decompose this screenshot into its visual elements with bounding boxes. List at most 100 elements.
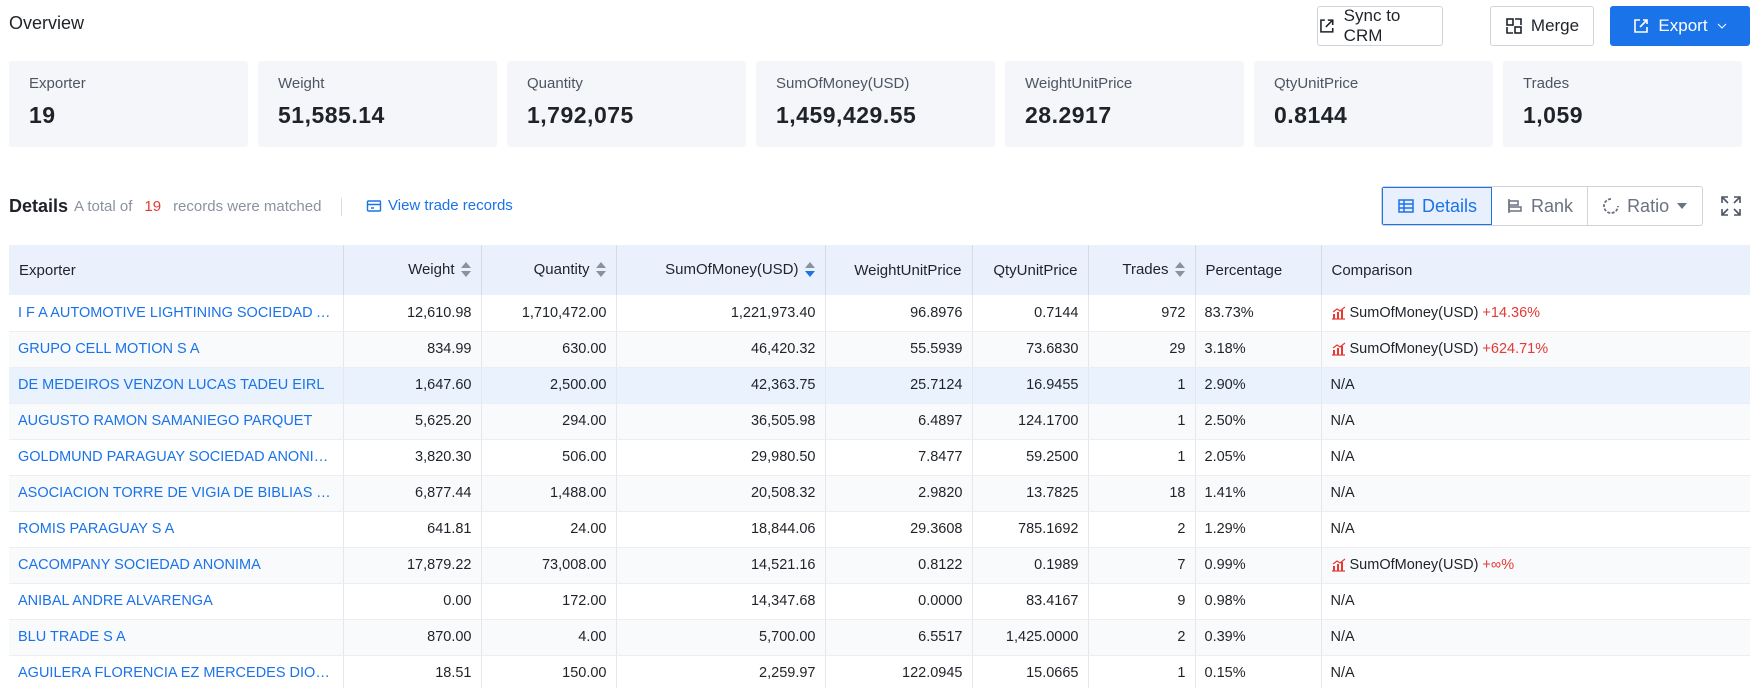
comparison-cell: SumOfMoney(USD) +14.36% [1321, 295, 1750, 332]
col-qty-unit-price: QtyUnitPrice [972, 245, 1089, 295]
trades-cell: 972 [1088, 295, 1196, 332]
percentage-cell: 2.90% [1195, 367, 1322, 404]
col-exporter: Exporter [9, 245, 344, 295]
table-row[interactable]: ASOCIACION TORRE DE VIGIA DE BIBLIAS Y T… [9, 475, 1750, 512]
export-button[interactable]: Export [1610, 6, 1750, 46]
weight-unit-price-cell: 7.8477 [825, 439, 973, 476]
trades-cell: 1 [1088, 367, 1196, 404]
view-switcher: Details Rank Ratio [1381, 186, 1704, 226]
percentage-cell: 1.29% [1195, 511, 1322, 548]
rank-view-button[interactable]: Rank [1492, 187, 1589, 225]
ratio-icon [1603, 198, 1619, 214]
exporter-link[interactable]: DE MEDEIROS VENZON LUCAS TADEU EIRL [9, 367, 344, 404]
exporter-link[interactable]: AGUILERA FLORENCIA EZ MERCEDES DIOSNEL [9, 655, 344, 688]
percentage-cell: 2.05% [1195, 439, 1322, 476]
table-row[interactable]: I F A AUTOMOTIVE LIGHTINING SOCIEDAD ANO… [9, 295, 1750, 332]
sync-to-crm-button[interactable]: Sync to CRM [1317, 6, 1443, 46]
table-row[interactable]: ROMIS PARAGUAY S A 641.81 24.00 18,844.06 29… [9, 511, 1750, 548]
stat-card: WeightUnitPrice 28.2917 [1005, 61, 1244, 147]
stat-label: Quantity [527, 75, 583, 92]
table-row[interactable]: ANIBAL ANDRE ALVARENGA 0.00 172.00 14,347.6… [9, 583, 1750, 620]
exporter-link[interactable]: AUGUSTO RAMON SAMANIEGO PARQUET [9, 403, 344, 440]
money-cell: 14,521.16 [616, 547, 826, 584]
qty-unit-price-cell: 785.1692 [972, 511, 1089, 548]
trades-cell: 2 [1088, 511, 1196, 548]
exporter-link[interactable]: GRUPO CELL MOTION S A [9, 331, 344, 368]
comparison-cell: N/A [1321, 655, 1750, 688]
weight-cell: 6,877.44 [343, 475, 482, 512]
money-cell: 20,508.32 [616, 475, 826, 512]
table-row[interactable]: GRUPO CELL MOTION S A 834.99 630.00 46,420.… [9, 331, 1750, 368]
ratio-view-button[interactable]: Ratio [1588, 187, 1702, 225]
divider [341, 198, 342, 216]
weight-cell: 834.99 [343, 331, 482, 368]
money-cell: 36,505.98 [616, 403, 826, 440]
exporter-table: Exporter Weight Quantity SumOfMoney(USD)… [9, 245, 1750, 688]
table-row[interactable]: AUGUSTO RAMON SAMANIEGO PARQUET 5,625.20 2… [9, 403, 1750, 440]
col-sum-of-money[interactable]: SumOfMoney(USD) [616, 245, 826, 295]
qty-unit-price-cell: 1,425.0000 [972, 619, 1089, 656]
comparison-cell: N/A [1321, 439, 1750, 476]
merge-icon [1506, 18, 1522, 34]
exporter-link[interactable]: ANIBAL ANDRE ALVARENGA [9, 583, 344, 620]
table-row[interactable]: BLU TRADE S A 870.00 4.00 5,700.00 6.5517 1,4… [9, 619, 1750, 656]
stat-value: 51,585.14 [278, 102, 385, 128]
col-quantity[interactable]: Quantity [481, 245, 617, 295]
table-row[interactable]: AGUILERA FLORENCIA EZ MERCEDES DIOSNEL 18… [9, 655, 1750, 688]
trades-cell: 9 [1088, 583, 1196, 620]
stat-label: Trades [1523, 75, 1570, 92]
money-cell: 14,347.68 [616, 583, 826, 620]
comparison-metric: SumOfMoney(USD) [1349, 341, 1479, 357]
weight-cell: 3,820.30 [343, 439, 482, 476]
chevron-down-icon [1717, 23, 1726, 29]
percentage-cell: 0.98% [1195, 583, 1322, 620]
quantity-cell: 1,488.00 [481, 475, 617, 512]
details-view-button[interactable]: Details [1382, 187, 1493, 225]
money-cell: 46,420.32 [616, 331, 826, 368]
qty-unit-price-cell: 15.0665 [972, 655, 1089, 688]
qty-unit-price-cell: 16.9455 [972, 367, 1089, 404]
exporter-link[interactable]: I F A AUTOMOTIVE LIGHTINING SOCIEDAD ANO… [9, 295, 344, 332]
table-row[interactable]: CACOMPANY SOCIEDAD ANONIMA 17,879.22 73,00… [9, 547, 1750, 584]
table-row[interactable]: DE MEDEIROS VENZON LUCAS TADEU EIRL 1,647… [9, 367, 1750, 404]
sort-icon[interactable] [460, 261, 471, 279]
comparison-cell: N/A [1321, 583, 1750, 620]
records-icon [366, 199, 382, 212]
percentage-cell: 0.99% [1195, 547, 1322, 584]
stat-value: 1,792,075 [527, 102, 634, 128]
col-comparison: Comparison [1321, 245, 1750, 295]
percentage-cell: 0.39% [1195, 619, 1322, 656]
weight-unit-price-cell: 0.0000 [825, 583, 973, 620]
quantity-cell: 506.00 [481, 439, 617, 476]
exporter-link[interactable]: CACOMPANY SOCIEDAD ANONIMA [9, 547, 344, 584]
money-cell: 2,259.97 [616, 655, 826, 688]
comparison-change: +14.36% [1482, 304, 1541, 321]
weight-cell: 17,879.22 [343, 547, 482, 584]
money-cell: 1,221,973.40 [616, 295, 826, 332]
col-weight[interactable]: Weight [343, 245, 482, 295]
stat-label: WeightUnitPrice [1025, 75, 1133, 92]
summary-prefix: A total of [74, 198, 133, 215]
sort-icon[interactable] [1174, 261, 1185, 279]
exporter-link[interactable]: ROMIS PARAGUAY S A [9, 511, 344, 548]
exporter-link[interactable]: BLU TRADE S A [9, 619, 344, 656]
quantity-cell: 24.00 [481, 511, 617, 548]
caret-down-icon [1677, 203, 1688, 209]
percentage-cell: 0.15% [1195, 655, 1322, 688]
qty-unit-price-cell: 59.2500 [972, 439, 1089, 476]
fullscreen-icon[interactable] [1720, 195, 1742, 217]
view-trade-records-link[interactable]: View trade records [366, 197, 513, 214]
money-cell: 42,363.75 [616, 367, 826, 404]
sort-desc-icon[interactable] [804, 261, 815, 279]
merge-button[interactable]: Merge [1490, 6, 1594, 46]
col-trades[interactable]: Trades [1088, 245, 1196, 295]
stat-value: 0.8144 [1274, 102, 1348, 128]
exporter-link[interactable]: GOLDMUND PARAGUAY SOCIEDAD ANONIMA [9, 439, 344, 476]
sort-icon[interactable] [595, 261, 606, 279]
exporter-link[interactable]: ASOCIACION TORRE DE VIGIA DE BIBLIAS Y T… [9, 475, 344, 512]
stat-label: Weight [278, 75, 325, 92]
table-row[interactable]: GOLDMUND PARAGUAY SOCIEDAD ANONIMA 3,820.… [9, 439, 1750, 476]
details-title: Details [9, 196, 69, 216]
stat-label: Exporter [29, 75, 86, 92]
percentage-cell: 83.73% [1195, 295, 1322, 332]
